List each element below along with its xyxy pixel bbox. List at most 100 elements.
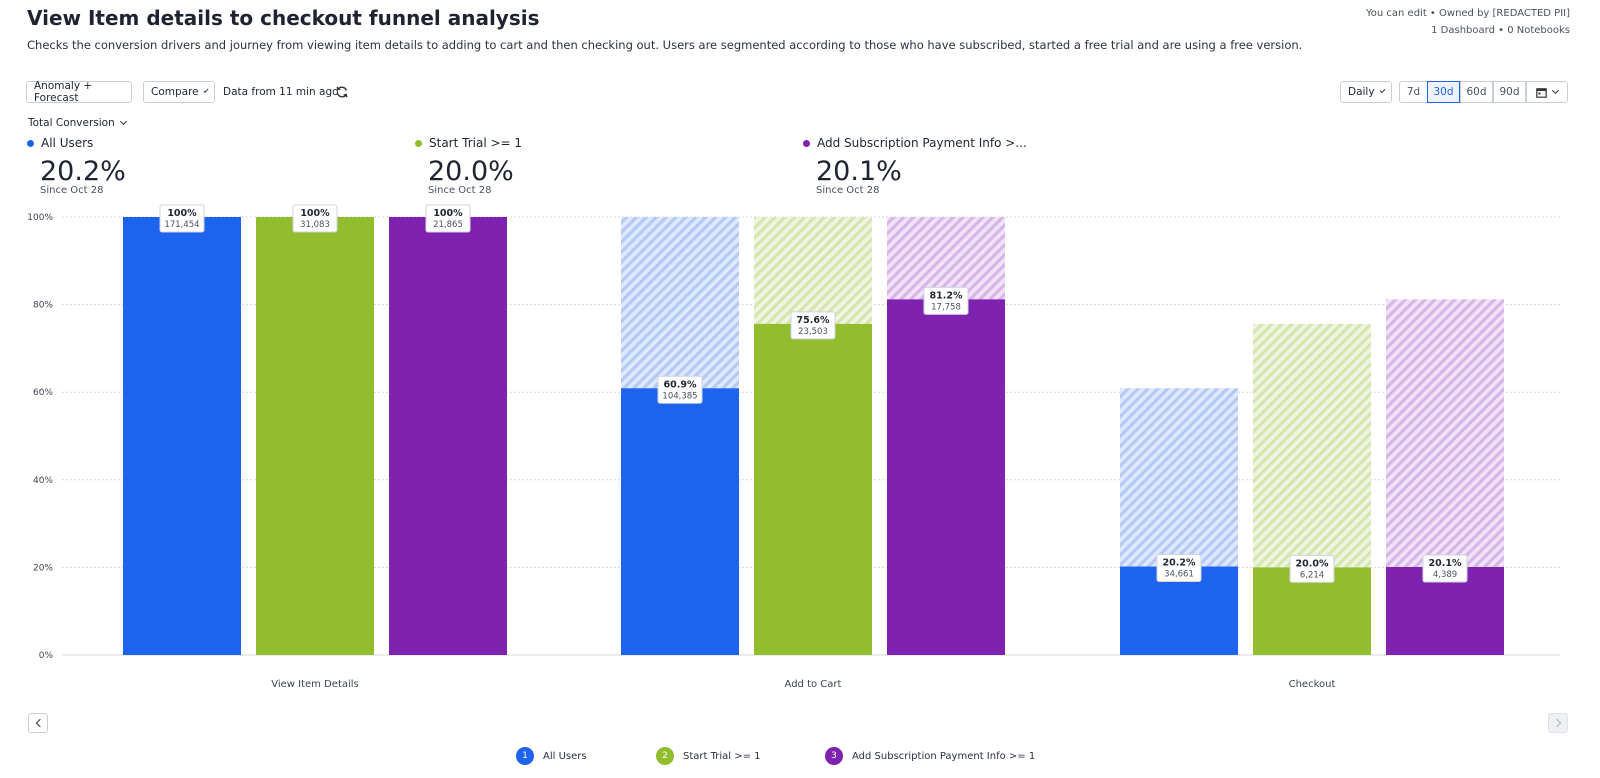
series-dot bbox=[415, 139, 422, 147]
conversion-bar[interactable] bbox=[754, 323, 872, 655]
category-label: Add to Cart bbox=[785, 679, 842, 690]
legend-label: Add Subscription Payment Info >= 1 bbox=[852, 750, 1036, 762]
dropoff-bar[interactable] bbox=[1253, 323, 1371, 568]
data-label-percent: 60.9% bbox=[664, 379, 697, 390]
legend-item-add-subscription[interactable]: 3 Add Subscription Payment Info >= 1 bbox=[825, 747, 1035, 765]
y-tick-label: 20% bbox=[33, 563, 53, 573]
conversion-bar[interactable] bbox=[123, 217, 241, 655]
compare-label: Compare bbox=[151, 86, 199, 98]
legend-number: 1 bbox=[516, 747, 534, 765]
metric-label: Total Conversion bbox=[28, 117, 115, 129]
interval-label: Daily bbox=[1348, 86, 1375, 98]
data-label-box bbox=[425, 204, 471, 233]
prev-page-button[interactable] bbox=[28, 713, 48, 733]
data-label-count: 23,503 bbox=[798, 327, 828, 337]
conversion-bar[interactable] bbox=[621, 388, 739, 655]
interval-dropdown[interactable]: Daily bbox=[1340, 81, 1392, 103]
data-label-box bbox=[923, 286, 969, 315]
data-label-box bbox=[1156, 554, 1202, 583]
kpi-since: Since Oct 28 bbox=[816, 185, 880, 196]
kpi-value: 20.2% bbox=[40, 156, 126, 187]
legend-label: All Users bbox=[543, 750, 587, 762]
category-label: Checkout bbox=[1289, 679, 1336, 690]
series-dot bbox=[27, 139, 34, 147]
chevron-down-icon bbox=[1551, 86, 1560, 95]
metric-dropdown[interactable]: Total Conversion bbox=[28, 117, 127, 129]
legend-number: 3 bbox=[825, 747, 843, 765]
kpi-name: Add Subscription Payment Info >... bbox=[817, 136, 1027, 150]
data-label-percent: 100% bbox=[300, 208, 330, 219]
chevron-down-icon bbox=[119, 117, 127, 126]
data-label-box bbox=[657, 375, 703, 404]
kpi-since: Since Oct 28 bbox=[40, 185, 104, 196]
range-7d-label: 7d bbox=[1406, 86, 1421, 98]
range-30d-label: 30d bbox=[1433, 86, 1454, 98]
chevron-down-icon bbox=[203, 87, 209, 94]
kpi-name: All Users bbox=[41, 136, 94, 150]
conversion-bar[interactable] bbox=[389, 217, 507, 655]
anomaly-forecast-label: Anomaly + Forecast bbox=[34, 80, 93, 104]
data-label-box bbox=[1422, 554, 1468, 583]
chevron-right-icon bbox=[1552, 718, 1561, 728]
data-label-count: 171,454 bbox=[164, 220, 199, 230]
conversion-bar[interactable] bbox=[887, 299, 1005, 655]
dropoff-bar[interactable] bbox=[887, 217, 1005, 300]
data-label-count: 21,865 bbox=[433, 220, 463, 230]
dropoff-bar[interactable] bbox=[621, 217, 739, 389]
calendar-icon bbox=[1536, 87, 1547, 98]
range-30d[interactable]: 30d bbox=[1427, 81, 1460, 103]
data-label-count: 31,083 bbox=[300, 220, 330, 230]
owner-info: You can edit • Owned by [REDACTED PII] bbox=[1366, 8, 1570, 19]
usage-counts: 1 Dashboard • 0 Notebooks bbox=[1431, 25, 1570, 36]
funnel-chart: 0% 20% 40% 60% 80% 100% View Item Details 100%… bbox=[27, 204, 1560, 690]
data-label-box bbox=[159, 204, 205, 233]
refresh-icon[interactable] bbox=[335, 85, 349, 99]
y-tick-label: 40% bbox=[33, 476, 53, 486]
data-label-box bbox=[1289, 554, 1335, 583]
y-tick-label: 60% bbox=[33, 388, 53, 398]
next-page-button[interactable] bbox=[1548, 713, 1568, 733]
data-label-percent: 75.6% bbox=[797, 315, 830, 326]
kpi-value: 20.0% bbox=[428, 156, 514, 187]
legend-label: Start Trial >= 1 bbox=[683, 750, 761, 762]
range-7d[interactable]: 7d bbox=[1399, 81, 1428, 103]
data-freshness: Data from 11 min ago bbox=[223, 86, 339, 98]
chevron-left-icon bbox=[35, 718, 44, 728]
data-label-percent: 20.0% bbox=[1296, 558, 1329, 569]
dropoff-bar[interactable] bbox=[1386, 299, 1504, 567]
range-60d[interactable]: 60d bbox=[1460, 81, 1493, 103]
data-label-count: 17,758 bbox=[931, 302, 961, 312]
compare-dropdown[interactable]: Compare bbox=[143, 81, 215, 103]
range-90d[interactable]: 90d bbox=[1493, 81, 1526, 103]
data-label-percent: 81.2% bbox=[930, 290, 963, 301]
anomaly-forecast-button[interactable]: Anomaly + Forecast bbox=[26, 80, 132, 104]
kpi-since: Since Oct 28 bbox=[428, 185, 492, 196]
conversion-bar[interactable] bbox=[256, 217, 374, 655]
data-label-count: 4,389 bbox=[1433, 570, 1457, 580]
date-picker-button[interactable] bbox=[1526, 81, 1568, 103]
data-label-percent: 20.2% bbox=[1163, 558, 1196, 569]
page-title: View Item details to checkout funnel ana… bbox=[27, 6, 540, 30]
dropoff-bar[interactable] bbox=[1120, 388, 1238, 567]
legend-item-all-users[interactable]: 1 All Users bbox=[516, 747, 587, 765]
legend-number: 2 bbox=[656, 747, 674, 765]
data-label-count: 104,385 bbox=[662, 391, 697, 401]
chevron-down-icon bbox=[1379, 87, 1386, 94]
data-label-box bbox=[292, 204, 338, 233]
range-60d-label: 60d bbox=[1466, 86, 1487, 98]
legend-item-start-trial[interactable]: 2 Start Trial >= 1 bbox=[656, 747, 761, 765]
series-dot bbox=[803, 139, 810, 147]
category-label: View Item Details bbox=[271, 679, 359, 690]
data-label-percent: 100% bbox=[167, 208, 197, 219]
range-90d-label: 90d bbox=[1499, 86, 1520, 98]
data-label-box bbox=[790, 311, 836, 340]
data-label-percent: 20.1% bbox=[1429, 558, 1462, 569]
kpi-all-users: All Users 20.2% Since Oct 28 bbox=[27, 136, 126, 196]
data-label-count: 6,214 bbox=[1300, 570, 1324, 580]
kpi-value: 20.1% bbox=[816, 156, 902, 187]
kpi-start-trial: Start Trial >= 1 20.0% Since Oct 28 bbox=[415, 136, 522, 196]
y-tick-label: 100% bbox=[27, 213, 53, 223]
data-label-count: 34,661 bbox=[1164, 570, 1194, 580]
dropoff-bar[interactable] bbox=[754, 217, 872, 324]
kpi-add-subscription: Add Subscription Payment Info >... 20.1%… bbox=[803, 136, 1027, 196]
